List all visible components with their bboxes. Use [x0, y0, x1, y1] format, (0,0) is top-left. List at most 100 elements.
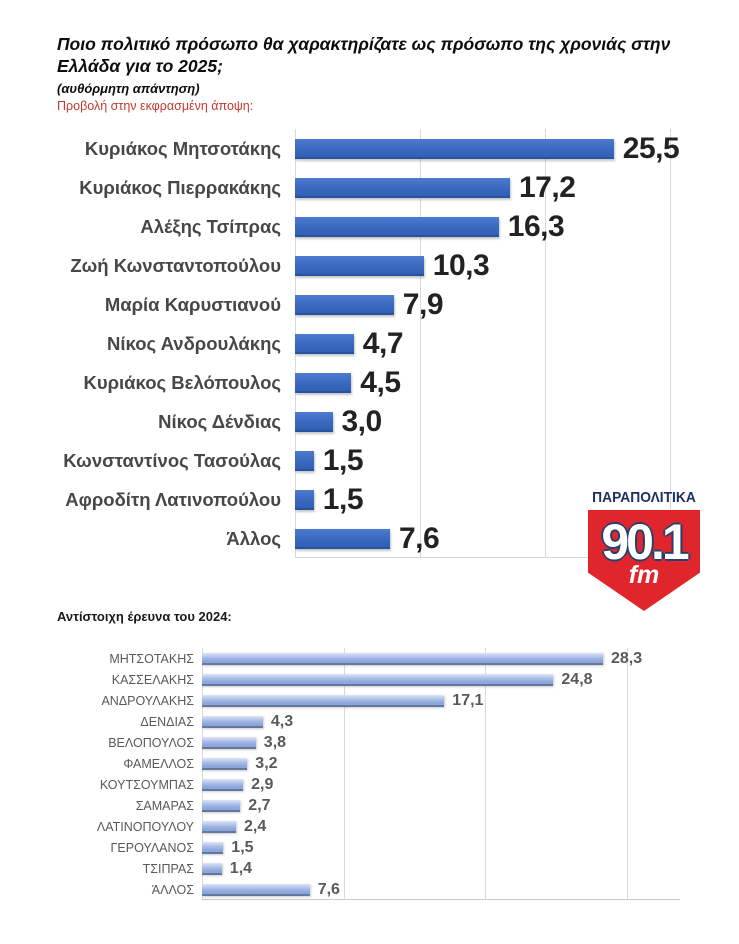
plot-area: 2,4 [202, 818, 266, 836]
parapolitika-logo: ΠΑΡΑΠΟΛΙΤΙΚΑ 90.1 fm [582, 489, 706, 611]
bar [202, 883, 310, 896]
bar-row: ΦΑΜΕΛΛΟΣ 3,2 [57, 753, 717, 774]
bar-row: Κωνσταντίνος Τασούλας 1,5 [57, 441, 717, 480]
page-title: Ποιο πολιτικό πρόσωπο θα χαρακτηρίζατε ω… [57, 34, 671, 77]
plot-area: 1,5 [295, 482, 364, 517]
bar-row: ΔΕΝΔΙΑΣ 4,3 [57, 711, 717, 732]
gridline [545, 129, 546, 559]
bar [295, 372, 352, 393]
category-label: ΔΕΝΔΙΑΣ [140, 714, 194, 729]
value-label: 2,7 [248, 796, 271, 814]
logo-badge-shape: 90.1 fm [588, 510, 700, 611]
value-label: 3,2 [255, 754, 278, 772]
plot-area: 4,5 [295, 366, 401, 400]
bar-row: Αλέξης Τσίπρας 16,3 [57, 207, 717, 246]
value-label: 7,9 [402, 287, 444, 321]
category-label: Κυριάκος Πιερρακάκης [79, 176, 281, 198]
bar-row: ΆΛΛΟΣ 7,6 [57, 879, 717, 900]
bar [295, 138, 614, 159]
value-label: 2,9 [251, 775, 274, 793]
logo-frequency: 90.1 [601, 514, 689, 570]
plot-area: 7,6 [202, 881, 340, 899]
plot-area: 16,3 [295, 209, 565, 244]
value-label: 7,6 [399, 521, 440, 555]
value-label: 28,3 [611, 649, 643, 667]
bar-row: ΓΕΡΟΥΛΑΝΟΣ 1,5 [57, 837, 717, 858]
plot-area: 3,0 [295, 405, 382, 439]
category-label: ΚΟΥΤΣΟΥΜΠΑΣ [99, 777, 194, 792]
bar [202, 694, 445, 707]
plot-area: 4,3 [202, 713, 293, 731]
bar [202, 841, 224, 854]
bar-row: Κυριάκος Μητσοτάκης 25,5 [57, 129, 717, 168]
value-label: 25,5 [622, 131, 680, 165]
bar-row: ΣΑΜΑΡΑΣ 2,7 [57, 795, 717, 816]
plot-area: 3,2 [202, 755, 278, 773]
bar-row: Κυριάκος Βελόπουλος 4,5 [57, 363, 717, 402]
bar [202, 778, 244, 791]
bar-row: Αφροδίτη Λατινοπούλου 1,5 [57, 480, 717, 519]
category-label: ΒΕΛΟΠΟΥΛΟΣ [108, 735, 194, 750]
bar [295, 294, 394, 315]
value-label: 2,4 [244, 817, 267, 835]
category-label: Κωνσταντίνος Τασούλας [63, 449, 281, 471]
category-label: Μαρία Καρυστιανού [104, 293, 281, 315]
plot-area: 7,6 [295, 521, 440, 556]
bar-row: Νίκος Ανδρουλάκης 4,7 [57, 324, 717, 363]
bar [202, 757, 248, 770]
bar [295, 216, 499, 237]
chart-person-of-year-2025: Κυριάκος Μητσοτάκης 25,5 Κυριάκος Πιερρακά… [57, 129, 717, 559]
category-label: Αφροδίτη Λατινοπούλου [65, 488, 281, 510]
category-label: ΚΑΣΣΕΛΑΚΗΣ [111, 672, 194, 687]
category-label: ΦΑΜΕΛΛΟΣ [123, 756, 194, 771]
x-axis-line [202, 899, 680, 901]
bar-row: ΛΑΤΙΝΟΠΟΥΛΟΥ 2,4 [57, 816, 717, 837]
category-label: Κυριάκος Βελόπουλος [83, 371, 281, 393]
bar [295, 528, 390, 549]
bar [202, 715, 263, 728]
bar [202, 673, 554, 686]
value-label: 16,3 [507, 209, 565, 243]
value-label: 17,1 [452, 691, 484, 709]
gridline [202, 648, 203, 901]
value-label: 1,4 [229, 859, 253, 877]
value-label: 1,5 [322, 443, 364, 477]
chart-subtitle: (αυθόρμητη απάντηση) [57, 81, 200, 97]
bar [202, 799, 241, 812]
section-2024-label: Αντίστοιχη έρευνα του 2024: [57, 609, 232, 625]
plot-area: 3,8 [202, 734, 286, 752]
plot-area: 17,1 [202, 692, 483, 710]
gridline [344, 648, 345, 901]
bar [202, 652, 603, 665]
bar [202, 862, 222, 875]
value-label: 3,8 [263, 733, 287, 751]
x-axis-line [295, 557, 675, 559]
gridline [670, 129, 671, 559]
bar [295, 450, 314, 471]
category-label: ΓΕΡΟΥΛΑΝΟΣ [110, 840, 194, 855]
bar-row: ΚΟΥΤΣΟΥΜΠΑΣ 2,9 [57, 774, 717, 795]
category-label: ΤΣΙΠΡΑΣ [142, 861, 194, 876]
category-label: Νίκος Δένδιας [158, 410, 281, 432]
category-label: ΛΑΤΙΝΟΠΟΥΛΟΥ [96, 819, 194, 834]
category-label: Άλλος [226, 527, 281, 549]
plot-area: 7,9 [295, 287, 444, 322]
view-note: Προβολή στην εκφρασμένη άποψη: [57, 99, 254, 114]
value-label: 7,6 [317, 880, 340, 898]
plot-area: 2,9 [202, 776, 273, 794]
chart-person-of-year-2024: ΜΗΤΣΟΤΑΚΗΣ 28,3 ΚΑΣΣΕΛΑΚΗΣ 24,8 ΑΝΔΡΟΥΛΑΚΗΣ 1… [57, 648, 717, 901]
plot-area: 24,8 [202, 671, 593, 689]
value-label: 4,7 [362, 326, 404, 360]
gridline [627, 648, 628, 901]
value-label: 4,5 [360, 365, 401, 399]
bar [295, 333, 354, 354]
value-label: 1,5 [322, 482, 364, 516]
value-label: 3,0 [341, 404, 383, 438]
bar-row: Άλλος 7,6 [57, 519, 717, 558]
value-label: 4,3 [270, 712, 294, 730]
value-label: 10,3 [432, 248, 490, 282]
category-label: ΣΑΜΑΡΑΣ [135, 798, 194, 813]
bar-row: Νίκος Δένδιας 3,0 [57, 402, 717, 441]
logo-fm-text: fm [628, 561, 660, 589]
bar-row: ΒΕΛΟΠΟΥΛΟΣ 3,8 [57, 732, 717, 753]
